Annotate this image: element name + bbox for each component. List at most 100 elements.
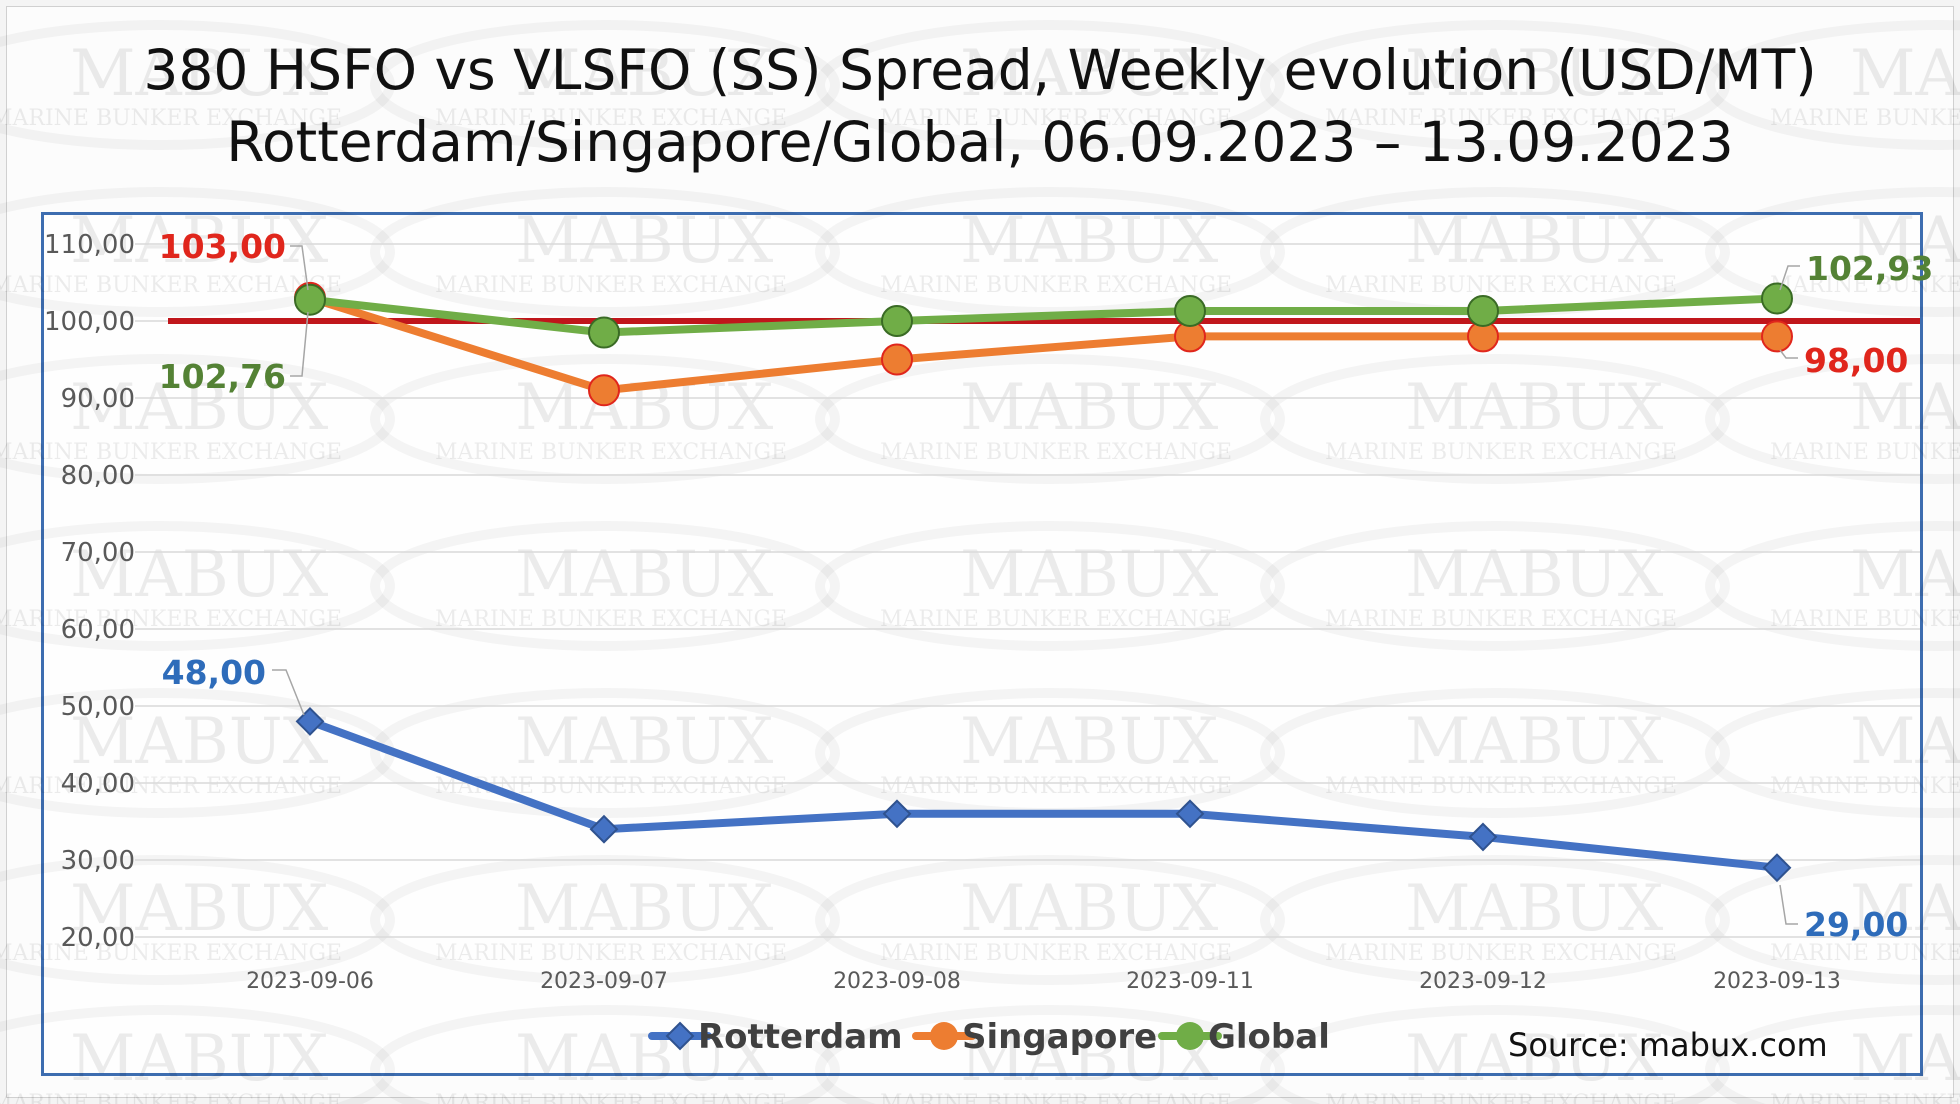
watermark-tagline: MARINE BUNKER EXCHANGE <box>0 774 342 799</box>
series-line-rotterdam <box>306 717 1781 872</box>
watermark-brand: MABUX <box>515 872 774 946</box>
y-tick-label: 100,00 <box>44 307 135 337</box>
data-point-global <box>1174 294 1206 327</box>
data-point-rotterdam <box>1175 799 1205 829</box>
watermark-tagline: MARINE BUNKER EXCHANGE <box>1770 607 1960 632</box>
watermark-tagline: MARINE BUNKER EXCHANGE <box>435 273 787 298</box>
watermark-brand: MABUX <box>70 371 329 445</box>
watermark-brand: MABUX <box>1850 37 1960 111</box>
watermark-brand: MABUX <box>1850 204 1960 278</box>
data-point-rotterdam <box>1762 853 1792 883</box>
watermark-brand: MABUX <box>960 204 1219 278</box>
series-line-singapore <box>306 293 1781 395</box>
watermark-swoosh <box>815 521 1285 651</box>
watermark-swoosh <box>0 354 395 484</box>
watermark-tagline: MARINE BUNKER EXCHANGE <box>1770 774 1960 799</box>
watermark-tagline: MARINE BUNKER EXCHANGE <box>0 440 342 465</box>
x-tick-label: 2023-09-11 <box>1126 969 1254 994</box>
watermark-brand: MABUX <box>1405 705 1664 779</box>
data-point-rotterdam <box>882 799 912 829</box>
watermark-brand: MABUX <box>960 538 1219 612</box>
x-tick-label: 2023-09-07 <box>540 969 668 994</box>
y-tick-label: 70,00 <box>61 538 135 568</box>
title-line-1: 380 HSFO vs VLSFO (SS) Spread, Weekly ev… <box>143 38 1817 102</box>
watermark-brand: MABUX <box>1405 204 1664 278</box>
source-label: Source: mabux.com <box>1508 1026 1828 1064</box>
x-tick-label: 2023-09-12 <box>1419 969 1547 994</box>
watermark-brand: MABUX <box>515 37 774 111</box>
data-label-singapore-start: 103,00 <box>159 227 286 266</box>
legend-label-rotterdam: Rotterdam <box>698 1017 903 1057</box>
watermark-brand: MABUX <box>1850 705 1960 779</box>
watermark-tagline: MARINE BUNKER EXCHANGE <box>1325 941 1677 966</box>
watermark-tagline: MARINE BUNKER EXCHANGE <box>1325 774 1677 799</box>
watermark-swoosh <box>370 521 840 651</box>
watermark-brand: MABUX <box>1850 872 1960 946</box>
y-tick-label: 90,00 <box>61 384 135 414</box>
watermark-brand: MABUX <box>960 705 1219 779</box>
watermark-tagline: MARINE BUNKER EXCHANGE <box>1770 1091 1960 1104</box>
watermark-swoosh <box>370 354 840 484</box>
series-line-global <box>306 294 1781 337</box>
watermark-brand: MABUX <box>1850 538 1960 612</box>
data-point-global <box>1467 294 1499 327</box>
chart-title: 380 HSFO vs VLSFO (SS) Spread, Weekly ev… <box>0 34 1960 178</box>
watermark-tagline: MARINE BUNKER EXCHANGE <box>1325 440 1677 465</box>
watermark-swoosh <box>1260 354 1730 484</box>
watermark-tagline: MARINE BUNKER EXCHANGE <box>880 1091 1232 1104</box>
watermark-swoosh <box>370 1005 840 1104</box>
watermark-swoosh <box>815 20 1285 150</box>
watermark-brand: MABUX <box>70 705 329 779</box>
data-point-rotterdam <box>589 814 619 844</box>
watermark-tagline: MARINE BUNKER EXCHANGE <box>0 1091 342 1104</box>
data-label-singapore-end: 98,00 <box>1804 341 1908 380</box>
watermark-tagline: MARINE BUNKER EXCHANGE <box>435 1091 787 1104</box>
leader-line <box>290 245 309 291</box>
watermark-brand: MABUX <box>515 705 774 779</box>
watermark-swoosh <box>1705 1005 1960 1104</box>
watermark-tagline: MARINE BUNKER EXCHANGE <box>880 273 1232 298</box>
data-label-global-start: 102,76 <box>159 357 286 396</box>
leader-line <box>1779 884 1798 925</box>
watermark-swoosh <box>370 20 840 150</box>
y-tick-label: 40,00 <box>61 769 135 799</box>
data-point-global <box>294 283 326 316</box>
watermark-brand: MABUX <box>1405 538 1664 612</box>
watermark-swoosh <box>815 354 1285 484</box>
watermark-brand: MABUX <box>515 538 774 612</box>
watermark-swoosh <box>370 688 840 818</box>
data-point-singapore <box>1761 320 1793 353</box>
watermark-swoosh <box>815 1005 1285 1104</box>
watermark-tagline: MARINE BUNKER EXCHANGE <box>880 774 1232 799</box>
y-tick-label: 60,00 <box>61 615 135 645</box>
watermark-tagline: MARINE BUNKER EXCHANGE <box>435 607 787 632</box>
watermark-tagline: MARINE BUNKER EXCHANGE <box>1770 273 1960 298</box>
watermark-brand: MABUX <box>70 538 329 612</box>
legend-marker <box>1176 1022 1204 1050</box>
watermark-swoosh <box>1705 187 1960 317</box>
legend-marker <box>665 1021 695 1051</box>
data-point-singapore <box>881 343 913 376</box>
watermark-brand: MABUX <box>515 204 774 278</box>
watermark-swoosh <box>1705 20 1960 150</box>
watermark-brand: MABUX <box>70 1022 329 1096</box>
watermark-tagline: MARINE BUNKER EXCHANGE <box>1325 106 1677 131</box>
leader-line <box>1779 265 1800 291</box>
watermark-brand: MABUX <box>70 37 329 111</box>
watermark-brand: MABUX <box>1405 872 1664 946</box>
watermark-tagline: MARINE BUNKER EXCHANGE <box>0 941 342 966</box>
watermark-brand: MABUX <box>70 204 329 278</box>
watermark-tagline: MARINE BUNKER EXCHANGE <box>1325 273 1677 298</box>
watermark-tagline: MARINE BUNKER EXCHANGE <box>435 941 787 966</box>
watermark-swoosh <box>1260 688 1730 818</box>
watermark-brand: MABUX <box>960 872 1219 946</box>
data-label-rotterdam-end: 29,00 <box>1804 905 1908 944</box>
watermark-brand: MABUX <box>70 872 329 946</box>
watermark-tagline: MARINE BUNKER EXCHANGE <box>435 106 787 131</box>
y-tick-label: 50,00 <box>61 692 135 722</box>
legend-label-global: Global <box>1208 1017 1330 1057</box>
x-tick-label: 2023-09-06 <box>246 969 374 994</box>
watermark-tagline: MARINE BUNKER EXCHANGE <box>1770 106 1960 131</box>
title-line-2: Rotterdam/Singapore/Global, 06.09.2023 –… <box>226 110 1734 174</box>
